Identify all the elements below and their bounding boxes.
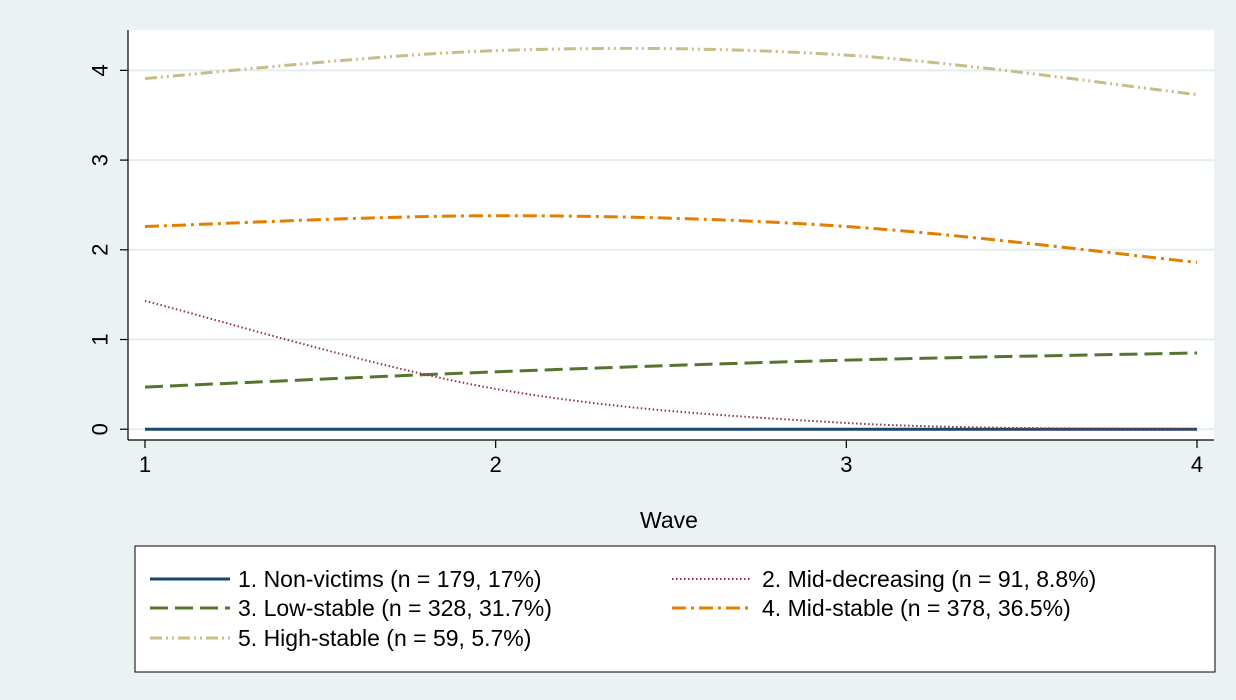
legend-label-5: 5. High-stable (n = 59, 5.7%)	[238, 625, 531, 651]
y-tick-label: 0	[88, 423, 113, 435]
legend-label-3: 3. Low-stable (n = 328, 31.7%)	[238, 595, 552, 621]
series-line-4	[144, 214, 1198, 264]
x-tick-label: 1	[139, 452, 151, 477]
y-tick-label: 4	[88, 64, 113, 76]
legend-label-4: 4. Mid-stable (n = 378, 36.5%)	[762, 595, 1071, 621]
x-tick-label: 3	[840, 452, 852, 477]
y-tick-label: 3	[88, 154, 113, 166]
series-line-2	[144, 299, 1198, 431]
plot-area	[128, 30, 1214, 440]
y-tick-label: 2	[88, 244, 113, 256]
legend-label-1: 1. Non-victims (n = 179, 17%)	[238, 566, 542, 592]
x-tick-label: 4	[1191, 452, 1203, 477]
x-axis-label: Wave	[640, 507, 698, 533]
y-tick-label: 1	[88, 333, 113, 345]
x-ticks: 1 2 3 4	[139, 440, 1203, 477]
axes	[127, 30, 1214, 441]
x-tick-label: 2	[490, 452, 502, 477]
series-line-5	[144, 46, 1198, 97]
series-line-3	[144, 351, 1198, 389]
y-ticks: 0 1 2 3 4	[88, 64, 128, 435]
series-lines	[144, 46, 1198, 431]
legend: 1. Non-victims (n = 179, 17%) 2. Mid-decr…	[134, 545, 1216, 673]
legend-label-2: 2. Mid-decreasing (n = 91, 8.8%)	[762, 566, 1096, 592]
